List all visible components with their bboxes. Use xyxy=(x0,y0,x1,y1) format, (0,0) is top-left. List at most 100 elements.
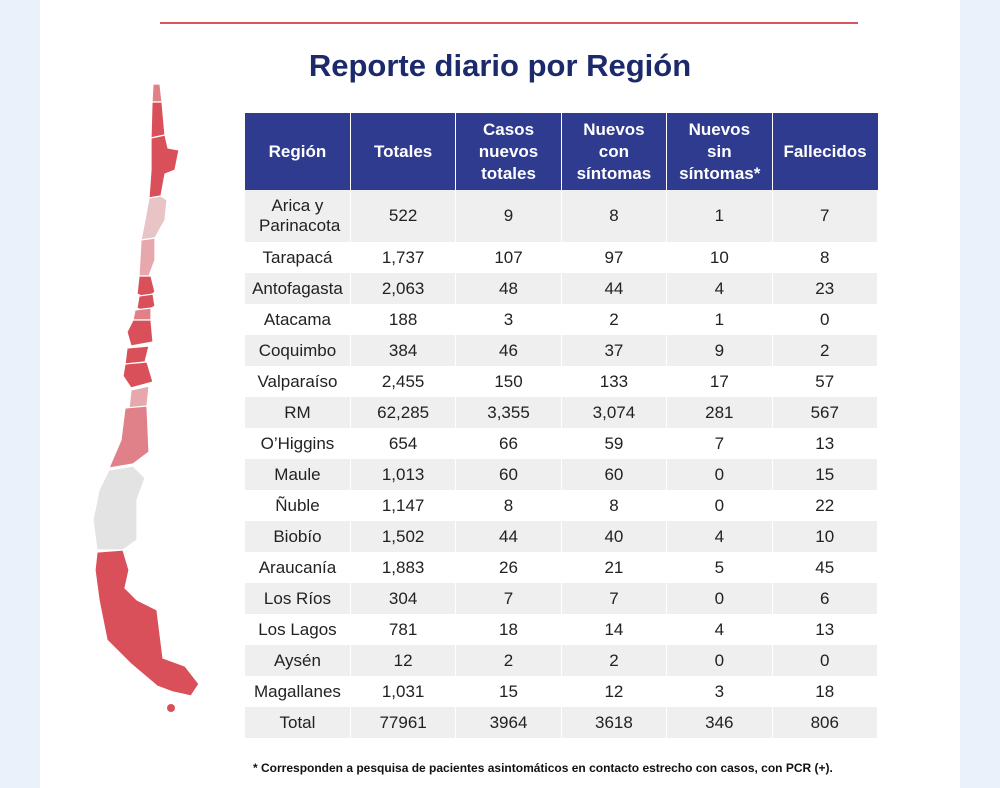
table-row: Ñuble 1,147 8 8 0 22 xyxy=(245,490,879,521)
table-row: Valparaíso 2,455 150 133 17 57 xyxy=(245,366,879,397)
cell-casos-nuevos: 3 xyxy=(455,304,562,335)
col-header-totales: Totales xyxy=(350,113,457,190)
cell-totales: 188 xyxy=(350,304,457,335)
cell-casos-nuevos: 66 xyxy=(455,428,562,459)
map-region-maule xyxy=(126,319,154,347)
cell-casos-nuevos: 3964 xyxy=(455,707,562,738)
total-row: Total 77961 3964 3618 346 806 xyxy=(245,707,879,738)
cell-region: Los Ríos xyxy=(245,583,351,614)
map-region-magallanes xyxy=(94,549,200,697)
cell-fallecidos: 57 xyxy=(772,366,879,397)
cell-region: RM xyxy=(245,397,351,428)
page-title: Reporte diario por Región xyxy=(308,48,692,83)
cell-fallecidos: 567 xyxy=(772,397,879,428)
divider-line xyxy=(160,22,858,24)
cell-casos-nuevos: 9 xyxy=(455,190,562,242)
map-region-ohiggins xyxy=(132,307,152,321)
table-row: Los Lagos 781 18 14 4 13 xyxy=(245,614,879,645)
cell-casos-nuevos: 7 xyxy=(455,583,562,614)
map-region-aysen xyxy=(92,465,146,551)
map-region-arica xyxy=(151,83,163,103)
cell-con-sintomas: 44 xyxy=(561,273,668,304)
cell-sin-sintomas: 0 xyxy=(666,490,773,521)
cell-fallecidos: 0 xyxy=(772,304,879,335)
cell-sin-sintomas: 0 xyxy=(666,459,773,490)
cell-totales: 1,883 xyxy=(350,552,457,583)
cell-fallecidos: 6 xyxy=(772,583,879,614)
cell-fallecidos: 13 xyxy=(772,614,879,645)
map-region-antofagasta xyxy=(148,134,180,199)
cell-region: Antofagasta xyxy=(245,273,351,304)
cell-totales: 1,031 xyxy=(350,676,457,707)
cell-fallecidos: 7 xyxy=(772,190,879,242)
cell-totales: 62,285 xyxy=(350,397,457,428)
cell-region: Atacama xyxy=(245,304,351,335)
cell-fallecidos: 10 xyxy=(772,521,879,552)
table-row: Los Ríos 304 7 7 0 6 xyxy=(245,583,879,614)
cell-region: Magallanes xyxy=(245,676,351,707)
chile-region-map xyxy=(92,83,200,712)
table-row: Atacama 188 3 2 1 0 xyxy=(245,304,879,335)
col-header-casos-nuevos: Casos nuevos totales xyxy=(455,113,562,190)
cell-con-sintomas: 40 xyxy=(561,521,668,552)
table-row: O’Higgins 654 66 59 7 13 xyxy=(245,428,879,459)
cell-sin-sintomas: 0 xyxy=(666,583,773,614)
map-region-tarapaca xyxy=(150,101,166,139)
col-header-sin-sintomas: Nuevos sin síntomas* xyxy=(666,113,773,190)
cell-totales: 77961 xyxy=(350,707,457,738)
cell-casos-nuevos: 44 xyxy=(455,521,562,552)
cell-totales: 1,502 xyxy=(350,521,457,552)
cell-region: Araucanía xyxy=(245,552,351,583)
cell-region: Aysén xyxy=(245,645,351,676)
cell-casos-nuevos: 46 xyxy=(455,335,562,366)
cell-sin-sintomas: 7 xyxy=(666,428,773,459)
table-row: Tarapacá 1,737 107 97 10 8 xyxy=(245,242,879,273)
cell-fallecidos: 18 xyxy=(772,676,879,707)
cell-casos-nuevos: 8 xyxy=(455,490,562,521)
cell-casos-nuevos: 60 xyxy=(455,459,562,490)
cell-totales: 1,013 xyxy=(350,459,457,490)
table-row: RM 62,285 3,355 3,074 281 567 xyxy=(245,397,879,428)
cell-casos-nuevos: 150 xyxy=(455,366,562,397)
cell-casos-nuevos: 2 xyxy=(455,645,562,676)
cell-totales: 304 xyxy=(350,583,457,614)
cell-sin-sintomas: 281 xyxy=(666,397,773,428)
cell-totales: 384 xyxy=(350,335,457,366)
cell-sin-sintomas: 346 xyxy=(666,707,773,738)
cell-con-sintomas: 21 xyxy=(561,552,668,583)
cell-con-sintomas: 97 xyxy=(561,242,668,273)
cell-sin-sintomas: 3 xyxy=(666,676,773,707)
map-region-atacama xyxy=(140,195,168,241)
cell-region: Arica y Parinacota xyxy=(245,190,351,242)
cell-totales: 1,737 xyxy=(350,242,457,273)
cell-sin-sintomas: 1 xyxy=(666,190,773,242)
cell-sin-sintomas: 17 xyxy=(666,366,773,397)
region-table: Región Totales Casos nuevos totales Nuev… xyxy=(245,113,879,738)
map-region-nuble xyxy=(124,345,150,365)
col-header-region: Región xyxy=(245,113,351,190)
map-region-biobio xyxy=(122,361,154,389)
col-header-con-sintomas: Nuevos con síntomas xyxy=(561,113,668,190)
cell-con-sintomas: 8 xyxy=(561,490,668,521)
cell-region: Valparaíso xyxy=(245,366,351,397)
table-row: Araucanía 1,883 26 21 5 45 xyxy=(245,552,879,583)
cell-con-sintomas: 14 xyxy=(561,614,668,645)
cell-region: O’Higgins xyxy=(245,428,351,459)
cell-sin-sintomas: 1 xyxy=(666,304,773,335)
cell-fallecidos: 22 xyxy=(772,490,879,521)
cell-totales: 12 xyxy=(350,645,457,676)
cell-casos-nuevos: 107 xyxy=(455,242,562,273)
cell-sin-sintomas: 4 xyxy=(666,614,773,645)
cell-sin-sintomas: 0 xyxy=(666,645,773,676)
map-region-coquimbo xyxy=(138,237,156,277)
col-header-fallecidos: Fallecidos xyxy=(772,113,878,190)
cell-fallecidos: 0 xyxy=(772,645,879,676)
cell-fallecidos: 806 xyxy=(772,707,879,738)
cell-totales: 1,147 xyxy=(350,490,457,521)
cell-casos-nuevos: 3,355 xyxy=(455,397,562,428)
cell-totales: 2,063 xyxy=(350,273,457,304)
cell-con-sintomas: 12 xyxy=(561,676,668,707)
table-row: Biobío 1,502 44 40 4 10 xyxy=(245,521,879,552)
cell-fallecidos: 15 xyxy=(772,459,879,490)
cell-con-sintomas: 8 xyxy=(561,190,668,242)
